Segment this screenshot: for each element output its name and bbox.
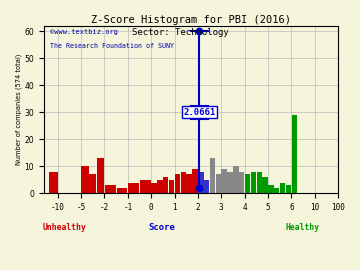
Text: 2.0661: 2.0661 xyxy=(183,108,216,117)
Bar xyxy=(216,174,221,193)
Bar xyxy=(181,172,186,193)
Bar xyxy=(292,115,297,193)
Bar xyxy=(81,166,89,193)
Bar xyxy=(157,180,163,193)
Bar xyxy=(245,174,250,193)
Bar xyxy=(251,172,256,193)
Text: Healthy: Healthy xyxy=(286,223,320,232)
Text: The Research Foundation of SUNY: The Research Foundation of SUNY xyxy=(50,43,174,49)
Bar xyxy=(204,180,210,193)
Bar xyxy=(262,177,268,193)
Bar xyxy=(268,185,274,193)
Bar xyxy=(286,185,291,193)
Y-axis label: Number of companies (574 total): Number of companies (574 total) xyxy=(15,54,22,165)
Bar xyxy=(198,172,203,193)
Bar xyxy=(169,180,174,193)
Text: Unhealthy: Unhealthy xyxy=(42,223,86,232)
Bar xyxy=(210,158,215,193)
Bar xyxy=(128,183,139,193)
Bar xyxy=(233,166,239,193)
Text: Score: Score xyxy=(148,223,175,232)
Text: Sector: Technology: Sector: Technology xyxy=(132,28,228,37)
Title: Z-Score Histogram for PBI (2016): Z-Score Histogram for PBI (2016) xyxy=(91,15,291,25)
Bar xyxy=(53,172,58,193)
Bar xyxy=(105,185,116,193)
Bar xyxy=(49,172,53,193)
Bar xyxy=(89,174,96,193)
Bar xyxy=(227,172,233,193)
Bar xyxy=(221,169,227,193)
Bar xyxy=(186,174,192,193)
Bar xyxy=(239,172,244,193)
Bar xyxy=(192,169,198,193)
Bar xyxy=(163,177,168,193)
Bar xyxy=(274,188,279,193)
Bar xyxy=(152,183,157,193)
Bar xyxy=(140,180,151,193)
Bar xyxy=(175,174,180,193)
Text: ©www.textbiz.org: ©www.textbiz.org xyxy=(50,29,118,35)
Bar xyxy=(117,188,127,193)
Bar xyxy=(257,172,262,193)
Bar xyxy=(280,183,285,193)
Bar xyxy=(97,158,104,193)
